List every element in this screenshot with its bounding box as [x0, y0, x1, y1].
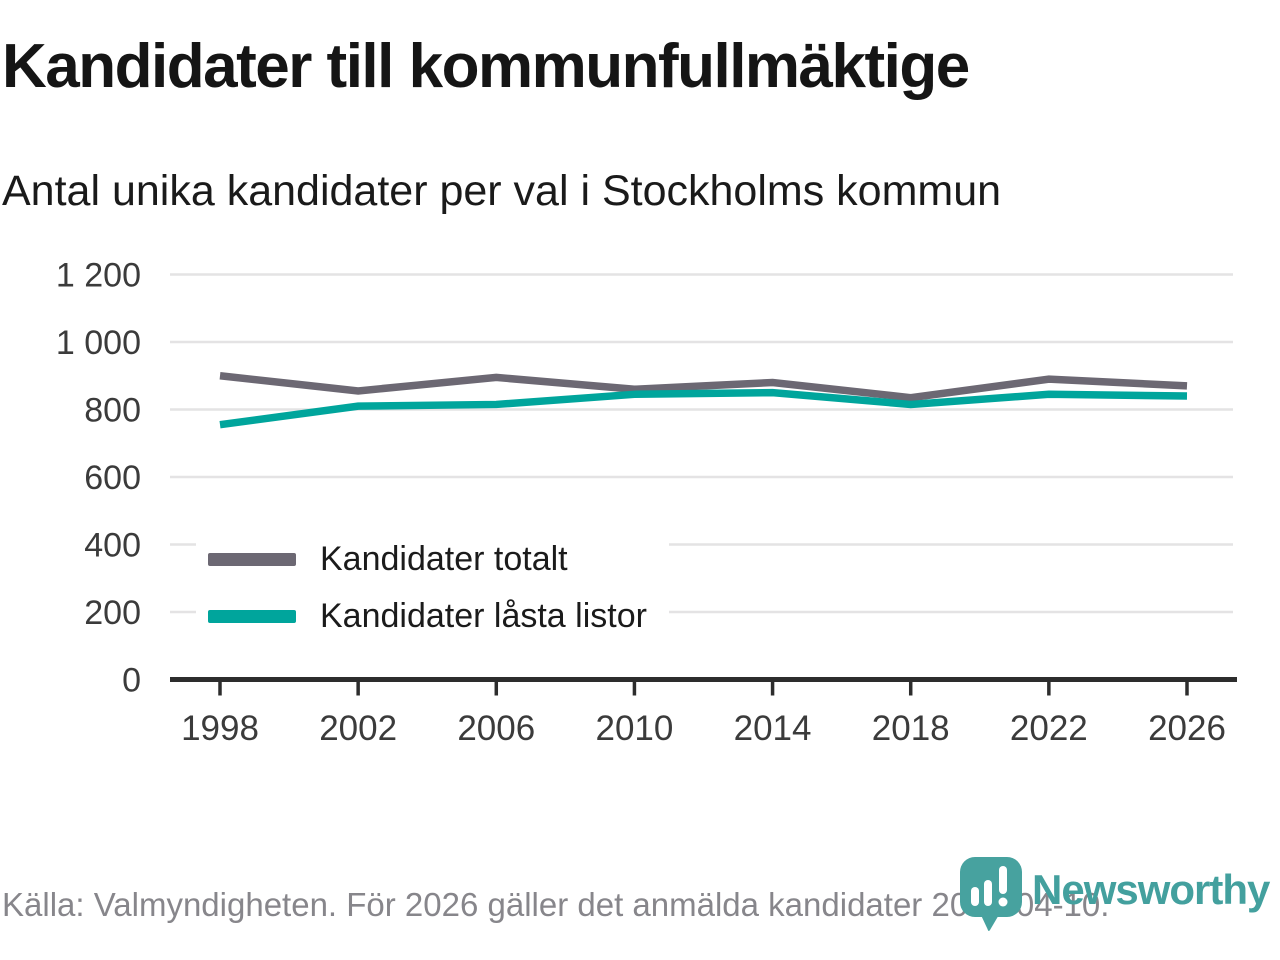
x-tick-label: 2002	[319, 709, 397, 748]
x-tick-label: 1998	[181, 709, 259, 748]
legend: Kandidater totalt Kandidater låsta listo…	[196, 531, 669, 645]
legend-swatch-totalt-icon	[208, 553, 296, 566]
series-line-kandidater-l-sta-listor	[219, 388, 1188, 429]
y-tick-label: 1 000	[56, 324, 141, 362]
x-tick-label: 2018	[872, 709, 950, 748]
y-tick-label: 600	[84, 459, 141, 497]
legend-swatch-lasta-listor-icon	[208, 610, 296, 623]
page-subtitle: Antal unika kandidater per val i Stockho…	[2, 167, 1002, 215]
x-tick-label: 2006	[457, 709, 535, 748]
legend-label: Kandidater totalt	[320, 540, 568, 578]
newsworthy-pin-barchart-icon	[960, 857, 1022, 932]
y-tick-label: 0	[122, 662, 141, 700]
y-tick-label: 1 200	[56, 257, 141, 295]
legend-label: Kandidater låsta listor	[320, 597, 647, 635]
y-tick-label: 400	[84, 527, 141, 565]
legend-item-kandidater-lasta-listor: Kandidater låsta listor	[208, 588, 647, 645]
x-tick-label: 2022	[1010, 709, 1088, 748]
x-tick-label: 2010	[595, 709, 673, 748]
legend-item-kandidater-totalt: Kandidater totalt	[208, 531, 647, 588]
y-tick-label: 200	[84, 594, 141, 632]
y-tick-label: 800	[84, 392, 141, 430]
newsworthy-wordmark: Newsworthy	[1032, 866, 1270, 913]
page-title: Kandidater till kommunfullmäktige	[2, 32, 970, 101]
newsworthy-logo: Newsworthy	[960, 857, 1270, 933]
x-tick-label: 2014	[734, 709, 812, 748]
source-note: Källa: Valmyndigheten. För 2026 gäller d…	[2, 886, 1110, 923]
series-line-kandidater-totalt	[219, 372, 1188, 402]
x-tick-label: 2026	[1148, 709, 1226, 748]
